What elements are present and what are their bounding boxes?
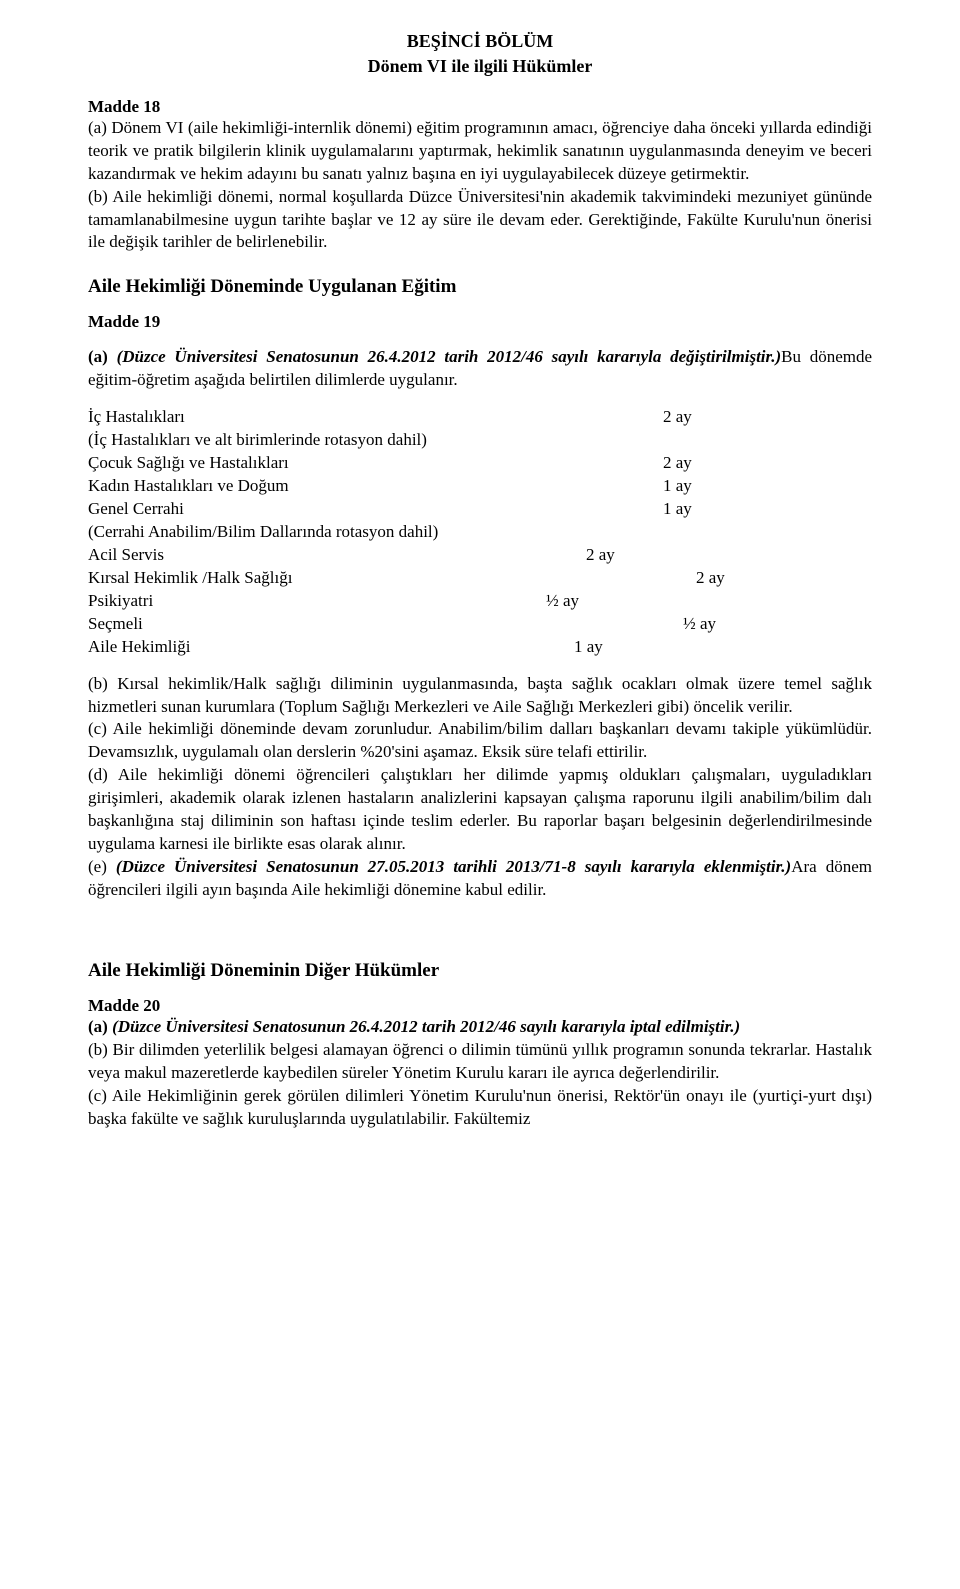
chapter-header: BEŞİNCİ BÖLÜM Dönem VI ile ilgili Hüküml… — [88, 30, 872, 79]
article-19-a: (a) (Düzce Üniversitesi Senatosunun 26.4… — [88, 346, 872, 392]
duration-value: 2 ay — [586, 544, 615, 567]
article-19-d: (d) Aile hekimliği dönemi öğrencileri ça… — [88, 764, 872, 856]
duration-label: Genel Cerrahi — [88, 498, 663, 521]
duration-label: (İç Hastalıkları ve alt birimlerinde rot… — [88, 429, 427, 452]
article-19-e-prefix: (e) — [88, 857, 116, 876]
duration-row: Psikiyatri½ ay — [88, 590, 872, 613]
duration-label: Kırsal Hekimlik /Halk Sağlığı — [88, 567, 696, 590]
article-19-c: (c) Aile hekimliği döneminde devam zorun… — [88, 718, 872, 764]
duration-value: 1 ay — [663, 498, 692, 521]
section-b-title: Aile Hekimliği Döneminin Diğer Hükümler — [88, 960, 872, 982]
duration-row: Kırsal Hekimlik /Halk Sağlığı2 ay — [88, 567, 872, 590]
duration-label: (Cerrahi Anabilim/Bilim Dallarında rotas… — [88, 521, 438, 544]
article-19-e-change: (Düzce Üniversitesi Senatosunun 27.05.20… — [116, 857, 791, 876]
article-19-e: (e) (Düzce Üniversitesi Senatosunun 27.0… — [88, 856, 872, 902]
durations-list: İç Hastalıkları2 ay(İç Hastalıkları ve a… — [88, 406, 872, 658]
duration-row: İç Hastalıkları2 ay — [88, 406, 872, 429]
duration-value: 1 ay — [663, 475, 692, 498]
article-19-b: (b) Kırsal hekimlik/Halk sağlığı dilimin… — [88, 673, 872, 719]
duration-value: ½ ay — [546, 590, 579, 613]
article-19-a-change: (Düzce Üniversitesi Senatosunun 26.4.201… — [117, 347, 782, 366]
duration-label: Kadın Hastalıkları ve Doğum — [88, 475, 663, 498]
article-18-a: (a) Dönem VI (aile hekimliği-internlik d… — [88, 117, 872, 186]
duration-value: 2 ay — [663, 452, 692, 475]
duration-label: Çocuk Sağlığı ve Hastalıkları — [88, 452, 663, 475]
duration-value: 1 ay — [574, 636, 603, 659]
article-20-a: (a) (Düzce Üniversitesi Senatosunun 26.4… — [88, 1016, 872, 1039]
duration-label: Acil Servis — [88, 544, 586, 567]
duration-value: ½ ay — [683, 613, 716, 636]
duration-row: Genel Cerrahi1 ay — [88, 498, 872, 521]
duration-row: Acil Servis2 ay — [88, 544, 872, 567]
duration-row: Çocuk Sağlığı ve Hastalıkları2 ay — [88, 452, 872, 475]
duration-label: Psikiyatri — [88, 590, 546, 613]
section-a-title: Aile Hekimliği Döneminde Uygulanan Eğiti… — [88, 276, 872, 298]
duration-value: 2 ay — [696, 567, 725, 590]
chapter-title: BEŞİNCİ BÖLÜM — [88, 30, 872, 53]
duration-row: Seçmeli½ ay — [88, 613, 872, 636]
article-18-label: Madde 18 — [88, 97, 872, 117]
duration-label: İç Hastalıkları — [88, 406, 663, 429]
duration-row: (İç Hastalıkları ve alt birimlerinde rot… — [88, 429, 872, 452]
document-page: BEŞİNCİ BÖLÜM Dönem VI ile ilgili Hüküml… — [0, 0, 960, 1589]
article-19-a-prefix: (a) — [88, 347, 117, 366]
duration-label: Aile Hekimliği — [88, 636, 574, 659]
duration-row: Aile Hekimliği1 ay — [88, 636, 872, 659]
article-20-label: Madde 20 — [88, 996, 872, 1016]
article-20-a-change: (Düzce Üniversitesi Senatosunun 26.4.201… — [112, 1017, 740, 1036]
article-19-label: Madde 19 — [88, 312, 872, 332]
chapter-subtitle: Dönem VI ile ilgili Hükümler — [88, 55, 872, 78]
duration-row: (Cerrahi Anabilim/Bilim Dallarında rotas… — [88, 521, 872, 544]
article-20-c: (c) Aile Hekimliğinin gerek görülen dili… — [88, 1085, 872, 1131]
article-18-b: (b) Aile hekimliği dönemi, normal koşull… — [88, 186, 872, 255]
duration-label: Seçmeli — [88, 613, 683, 636]
article-20-a-prefix: (a) — [88, 1017, 112, 1036]
duration-row: Kadın Hastalıkları ve Doğum1 ay — [88, 475, 872, 498]
article-20-b: (b) Bir dilimden yeterlilik belgesi alam… — [88, 1039, 872, 1085]
duration-value: 2 ay — [663, 406, 692, 429]
